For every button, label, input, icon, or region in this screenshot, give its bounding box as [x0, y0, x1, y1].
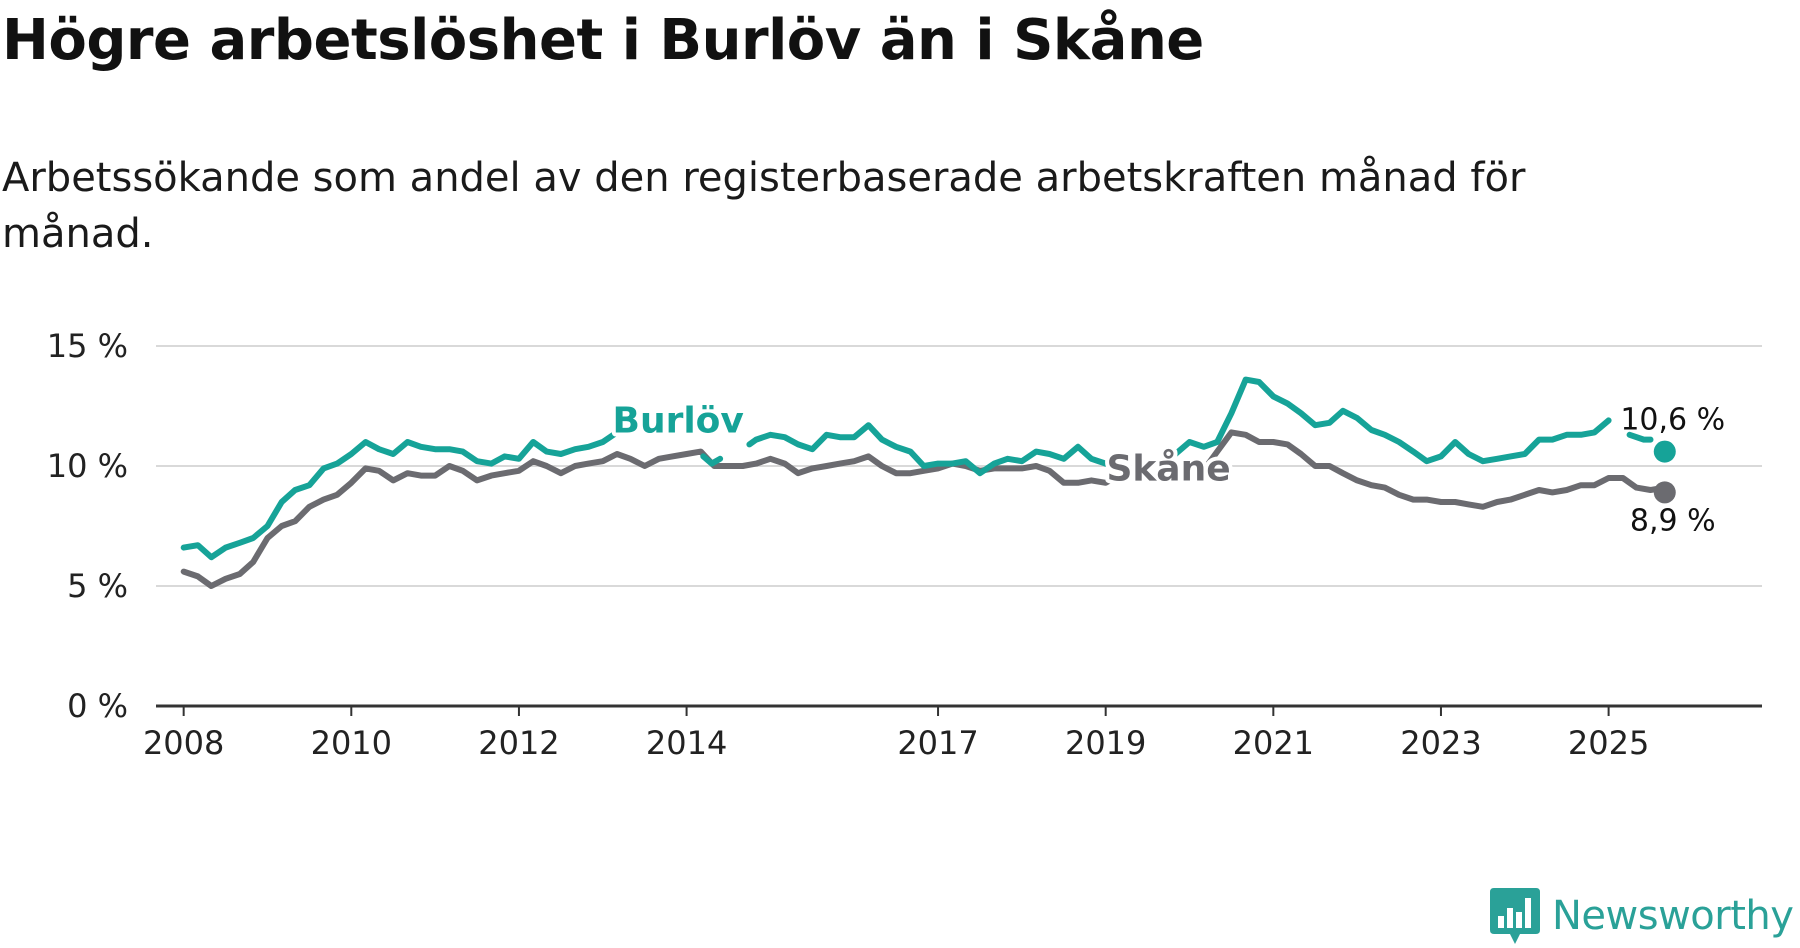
endpoint-burlov: [1653, 440, 1676, 463]
series-line-burlov: [746, 422, 1118, 477]
x-tick-label: 2014: [646, 724, 727, 762]
x-axis: 2008 2010 2012 2014 2017 2019 2021 2023 2025: [143, 704, 1762, 762]
endpoint-label-burlov: 10,6 %: [1620, 403, 1725, 438]
x-tick-label: 2017: [897, 724, 978, 762]
y-tick-label: 0 %: [67, 687, 128, 725]
series-line-burlov: [1169, 376, 1612, 465]
endpoint-label-skane: 8,9 %: [1630, 503, 1716, 538]
y-tick-label: 10 %: [47, 447, 128, 485]
chart-subtitle: Arbetssökande som andel av den registerb…: [2, 155, 1526, 257]
x-tick-label: 2021: [1233, 724, 1314, 762]
y-tick-label: 5 %: [67, 567, 128, 605]
y-axis-ticks: 0 % 5 % 10 % 15 %: [47, 327, 128, 725]
x-tick-label: 2025: [1568, 724, 1649, 762]
newsworthy-bar-chart-icon: [1490, 888, 1540, 944]
x-tick-label: 2012: [478, 724, 559, 762]
series-line-skane: [180, 448, 1118, 589]
series-label-burlov: Burlöv: [613, 400, 744, 441]
brand-name: Newsworthy: [1552, 893, 1794, 939]
series-lines: [180, 376, 1675, 589]
series-annotations: Burlöv Skåne: [609, 396, 1235, 493]
series-line-burlov: [1626, 431, 1654, 443]
y-tick-label: 15 %: [47, 327, 128, 365]
x-tick-label: 2008: [143, 724, 224, 762]
endpoint-skane: [1653, 481, 1676, 504]
x-tick-label: 2010: [311, 724, 392, 762]
x-tick-label: 2023: [1400, 724, 1481, 762]
newsworthy-logo[interactable]: Newsworthy: [1490, 888, 1794, 944]
series-line-burlov: [180, 429, 620, 561]
series-line-skane: [1194, 429, 1675, 510]
x-tick-label: 2019: [1065, 724, 1146, 762]
chart-title: Högre arbetslöshet i Burlöv än i Skåne: [2, 8, 1204, 73]
endpoint-markers: 10,6 % 8,9 %: [1620, 403, 1725, 539]
series-label-skane: Skåne: [1106, 448, 1230, 489]
series-line-burlov: [700, 453, 724, 467]
